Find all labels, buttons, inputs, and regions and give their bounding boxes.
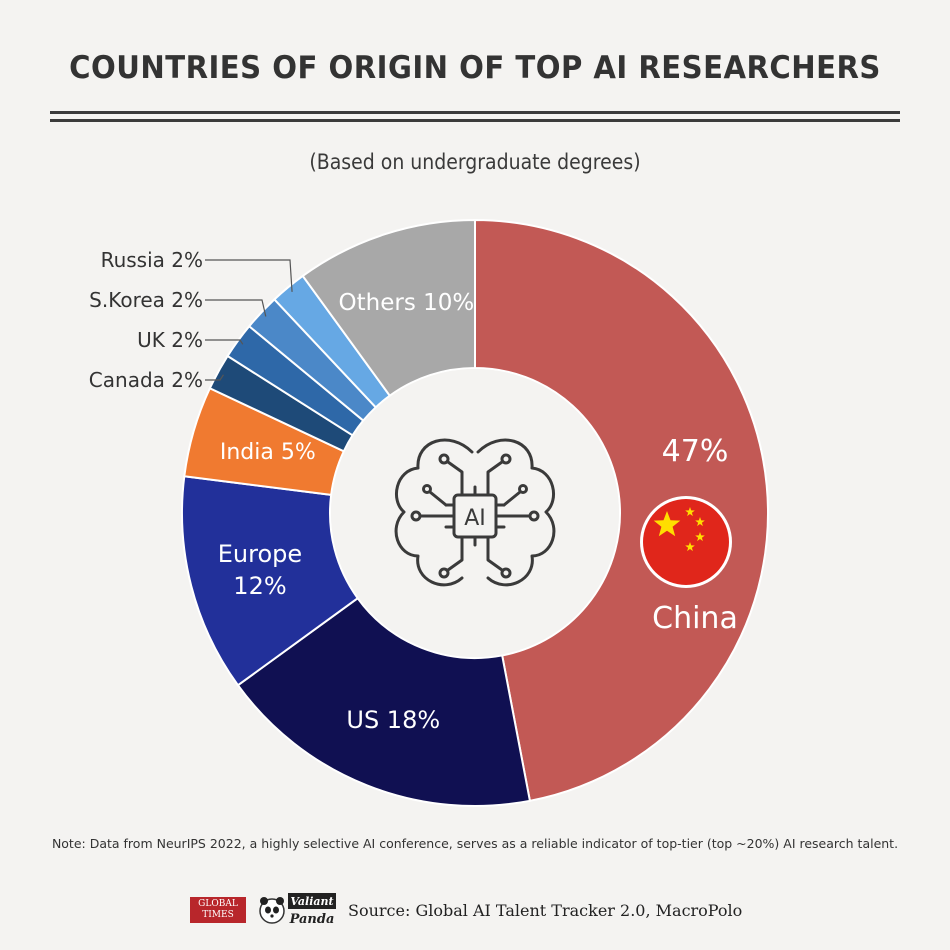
leader-lines-layer	[205, 259, 293, 381]
valiant-panda-logo: Valiant Panda	[259, 893, 336, 927]
leader-line-canada	[205, 374, 224, 381]
slice-china	[474, 218, 769, 802]
donut-hole	[331, 369, 619, 657]
slice-label-europe-name: Europe	[218, 540, 302, 568]
slice-labels-layer: 47% China US 18% Europe 12% India 5% Canada 2%…	[89, 248, 738, 734]
global-times-logo: GLOBAL TIMES	[190, 897, 246, 923]
leader-line-uk	[205, 339, 244, 345]
chart-title: COUNTRIES OF ORIGIN OF TOP AI RESEARCHER…	[69, 50, 881, 86]
ai-chip-label: AI	[464, 506, 486, 531]
title-rule-bottom	[50, 119, 900, 122]
slice-label-us: US 18%	[346, 706, 440, 734]
title-rule-top	[50, 111, 900, 114]
slices-layer	[181, 218, 769, 807]
slice-label-china-value: 47%	[662, 434, 729, 469]
global-times-logo-line1: GLOBAL	[198, 899, 238, 909]
china-flag-icon	[640, 496, 732, 588]
valiant-panda-logo-line1: Valiant	[290, 895, 333, 908]
slice-europe	[181, 475, 360, 687]
leader-line-russia	[205, 259, 293, 292]
ai-brain-chip-icon	[394, 438, 556, 587]
slice-label-europe-value: 12%	[233, 572, 286, 600]
slice-label-others: Others 10%	[339, 290, 475, 316]
slice-others	[301, 218, 476, 398]
source-text: Source: Global AI Talent Tracker 2.0, Ma…	[348, 900, 743, 920]
global-times-logo-line2: TIMES	[202, 910, 234, 920]
slice-label-uk: UK 2%	[137, 328, 203, 352]
slice-label-china-name: China	[652, 601, 738, 636]
slice-label-canada: Canada 2%	[89, 368, 203, 392]
slice-label-russia: Russia 2%	[101, 248, 203, 272]
footnote: Note: Data from NeurIPS 2022, a highly s…	[51, 836, 899, 851]
chart-subtitle: (Based on undergraduate degrees)	[309, 150, 641, 174]
slice-label-s-korea: S.Korea 2%	[89, 288, 203, 312]
slice-label-india: India 5%	[220, 440, 316, 465]
slice-us	[236, 596, 532, 807]
valiant-panda-logo-line2: Panda	[289, 912, 335, 927]
footer: GLOBAL TIMES Valiant Panda Source: Globa…	[190, 890, 790, 930]
leader-line-s-korea	[205, 299, 267, 317]
